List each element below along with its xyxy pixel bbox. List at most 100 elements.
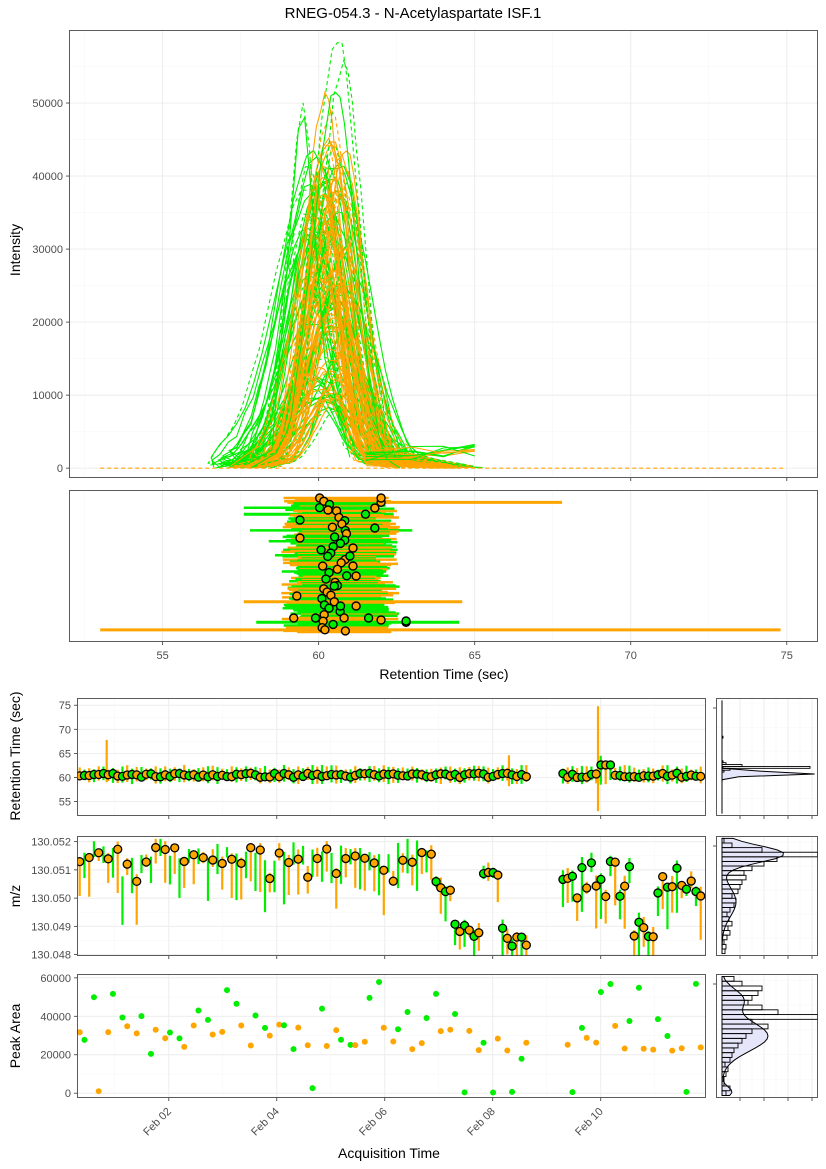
orange-area-point: [475, 1047, 482, 1054]
green-area-point: [223, 987, 230, 994]
mz-hist-marks: [721, 837, 818, 955]
green-area-point: [204, 1016, 211, 1023]
green-area-point: [366, 994, 373, 1001]
green-apex-point: [370, 523, 380, 533]
green-apex-point: [360, 509, 371, 519]
orange-area-point: [409, 1046, 416, 1053]
y-tick-label: 70: [59, 724, 71, 736]
orange-area-point: [162, 1035, 169, 1042]
orange-mz-point: [591, 881, 601, 891]
chart-title: RNEG-054.3 - N-Acetylaspartate ISF.1: [285, 5, 542, 22]
green-area-point: [166, 1029, 173, 1036]
green-area-point: [233, 1000, 240, 1007]
rt-hist-border: [716, 698, 818, 816]
orange-chromatogram-trace: [257, 214, 433, 469]
y-axis-title-intensity: Intensity: [7, 224, 23, 276]
orange-apex-point: [339, 613, 349, 623]
orange-area-point: [95, 1088, 102, 1095]
green-area-point: [404, 1008, 411, 1015]
orange-area-point: [583, 1034, 590, 1041]
orange-apex-point: [320, 625, 330, 635]
y-tick-label: 0: [57, 463, 63, 475]
orange-mz-point: [407, 857, 417, 867]
green-mz-point: [567, 871, 578, 881]
mz-vs-time-panel: 130.048 130.049 130.050 130.051 130.052: [31, 836, 706, 962]
orange-apex-point: [323, 505, 333, 515]
orange-mz-point: [179, 856, 189, 867]
green-area-point: [607, 981, 614, 988]
green-apex-point: [295, 515, 305, 525]
green-apex-point: [345, 551, 355, 561]
orange-mz-point: [331, 868, 341, 879]
y-tick-label: 130.048: [31, 950, 71, 962]
green-area-point: [452, 1010, 459, 1017]
orange-rt-point: [696, 771, 706, 782]
orange-mz-point: [246, 842, 256, 853]
green-shoulder-trace: [243, 102, 366, 465]
green-shoulder-trace: [246, 115, 351, 465]
green-mz-point: [615, 891, 625, 901]
orange-apex-point: [295, 533, 305, 543]
area-histogram-panel: [713, 974, 818, 1101]
orange-chromatogram-trace: [248, 285, 412, 466]
green-mz-point: [497, 923, 508, 933]
mz-hist-border: [716, 836, 818, 956]
orange-area-point: [697, 1044, 704, 1051]
orange-chromatogram-trace: [269, 187, 427, 468]
orange-apex-point: [332, 564, 343, 575]
mz-hist-bar: [721, 837, 725, 844]
orange-area-point: [390, 1038, 397, 1045]
green-chromatogram-trace: [250, 91, 401, 469]
green-area-point: [309, 1085, 316, 1092]
orange-area-point: [304, 1042, 311, 1049]
orange-area-point: [219, 1028, 226, 1035]
green-mz-point: [577, 862, 587, 873]
orange-apex-point: [340, 626, 351, 636]
green-area-point: [119, 1014, 126, 1021]
green-chromatogram-trace: [253, 58, 471, 468]
y-tick-label: 130.052: [31, 837, 71, 849]
orange-apex-point: [351, 571, 361, 581]
orange-mz-point: [189, 850, 199, 860]
area-time-border: [77, 974, 706, 1098]
orange-chromatogram-trace: [259, 346, 468, 468]
green-area-point: [252, 1012, 259, 1019]
orange-mz-point: [521, 940, 531, 950]
green-area-point: [461, 1089, 468, 1096]
orange-mz-point: [398, 855, 408, 865]
green-apex-point: [329, 581, 339, 591]
orange-mz-point: [455, 926, 465, 937]
green-mz-point: [672, 863, 682, 873]
green-area-point: [290, 1046, 297, 1053]
orange-mz-point: [122, 859, 132, 869]
green-area-point: [376, 979, 383, 986]
y-tick-label: 65: [59, 748, 71, 760]
y-tick-label: 55: [59, 797, 71, 809]
green-apex-point: [316, 545, 326, 555]
orange-apex-point: [317, 561, 328, 571]
orange-mz-point: [170, 843, 180, 853]
green-area-point: [90, 994, 97, 1001]
green-area-point: [569, 1089, 576, 1096]
orange-apex-point: [376, 615, 386, 625]
orange-area-point: [333, 1027, 340, 1034]
orange-mz-point: [198, 852, 208, 863]
green-area-point: [635, 984, 642, 991]
rt-time-background: [77, 698, 706, 816]
orange-area-point: [593, 1039, 600, 1046]
green-area-point: [347, 1041, 354, 1048]
orange-area-point: [494, 1035, 501, 1042]
orange-area-point: [447, 1026, 454, 1033]
orange-area-point: [418, 1040, 425, 1047]
x-tick-label: 70: [625, 650, 637, 662]
green-mz-point: [507, 941, 517, 951]
orange-mz-point: [658, 871, 668, 882]
y-tick-label: 75: [59, 700, 71, 712]
green-area-point: [138, 1013, 145, 1020]
orange-area-point: [352, 1042, 359, 1049]
orange-area-point: [152, 1026, 159, 1033]
green-apex-point: [324, 603, 334, 613]
orange-chromatogram-trace: [246, 373, 454, 468]
orange-mz-point: [388, 876, 398, 886]
x-tick-label: 65: [469, 650, 481, 662]
